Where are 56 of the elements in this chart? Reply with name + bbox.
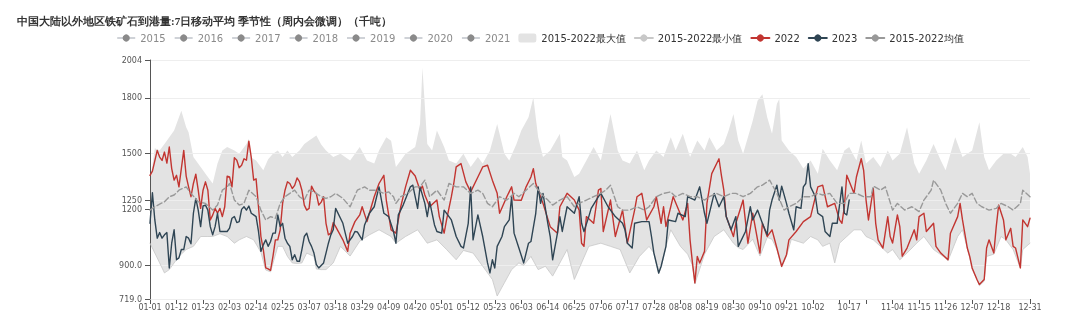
x-tick-label: 02-25 <box>270 302 295 312</box>
x-tick-label: 08-30 <box>721 302 746 312</box>
x-tick-label: 02-03 <box>217 302 242 312</box>
y-tick-label: 1800 <box>121 93 142 103</box>
chart-title: 中国大陆以外地区铁矿石到港量:7日移动平均 季节性（周内会微调）（千吨） <box>17 14 392 28</box>
line-series <box>149 162 850 274</box>
legend-label: 2015-2022最小值 <box>657 32 743 44</box>
x-tick-label: 09-21 <box>774 302 799 312</box>
x-tick-label: 08-19 <box>695 302 719 312</box>
line-series <box>149 140 1031 286</box>
x-tick-label: 03-07 <box>297 302 321 312</box>
x-tick-label: 03-18 <box>324 302 348 312</box>
y-tick-label: 1200 <box>121 205 142 215</box>
legend-label: 2023 <box>831 32 858 44</box>
x-tick-label: 03-29 <box>350 302 374 312</box>
y-tick-label: 1500 <box>121 149 142 159</box>
legend-label: 2016 <box>197 32 224 44</box>
x-tick-label: 07-28 <box>642 302 666 312</box>
x-tick-label: 10-02 <box>801 302 825 312</box>
y-tick-label: 2004 <box>121 55 142 65</box>
legend-label: 2020 <box>427 32 453 44</box>
x-tick-label: 02-14 <box>244 302 268 312</box>
x-tick-label: 06-25 <box>562 302 586 312</box>
x-tick-label: 01-23 <box>191 302 215 312</box>
line-series <box>149 179 1031 221</box>
x-tick-label: 08-08 <box>668 302 693 312</box>
y-tick-label: 900.0 <box>119 260 142 270</box>
x-tick-label: 12-07 <box>960 302 984 312</box>
x-tick-label: 11-04 <box>880 302 905 312</box>
y-tick-label: 719.0 <box>119 294 142 304</box>
legend-label: 2015-2022最大值 <box>541 32 626 44</box>
y-tick-label: 1250 <box>121 195 142 205</box>
x-tick-label: 10-17 <box>837 302 861 312</box>
x-tick-label: 05-12 <box>456 302 480 312</box>
x-tick-label: 04-09 <box>377 302 401 312</box>
x-tick-label: 09-10 <box>748 302 772 312</box>
legend-label: 2022 <box>774 32 800 44</box>
x-tick-label: 06-03 <box>509 302 533 312</box>
x-tick-label: 12-31 <box>1018 302 1042 312</box>
legend-label: 2015 <box>140 32 166 44</box>
x-tick-label: 05-23 <box>483 302 507 312</box>
x-tick-label: 05-01 <box>430 302 454 312</box>
x-tick-label: 07-06 <box>589 302 613 312</box>
x-tick-label: 07-17 <box>615 302 639 312</box>
x-tick-label: 11-26 <box>933 302 958 312</box>
x-tick-label: 11-15 <box>907 302 931 312</box>
x-tick-label: 04-20 <box>403 302 427 312</box>
x-tick-label: 12-18 <box>987 302 1011 312</box>
x-tick-label: 06-14 <box>536 302 560 312</box>
legend-label: 2017 <box>255 32 281 44</box>
legend-label: 2015-2022均值 <box>889 32 964 44</box>
legend-label: 2021 <box>484 32 511 44</box>
legend-label: 2018 <box>312 32 339 44</box>
x-tick-label: 01-01 <box>138 302 162 312</box>
x-tick-label: 01-12 <box>164 302 189 312</box>
legend-label: 2019 <box>370 32 396 44</box>
